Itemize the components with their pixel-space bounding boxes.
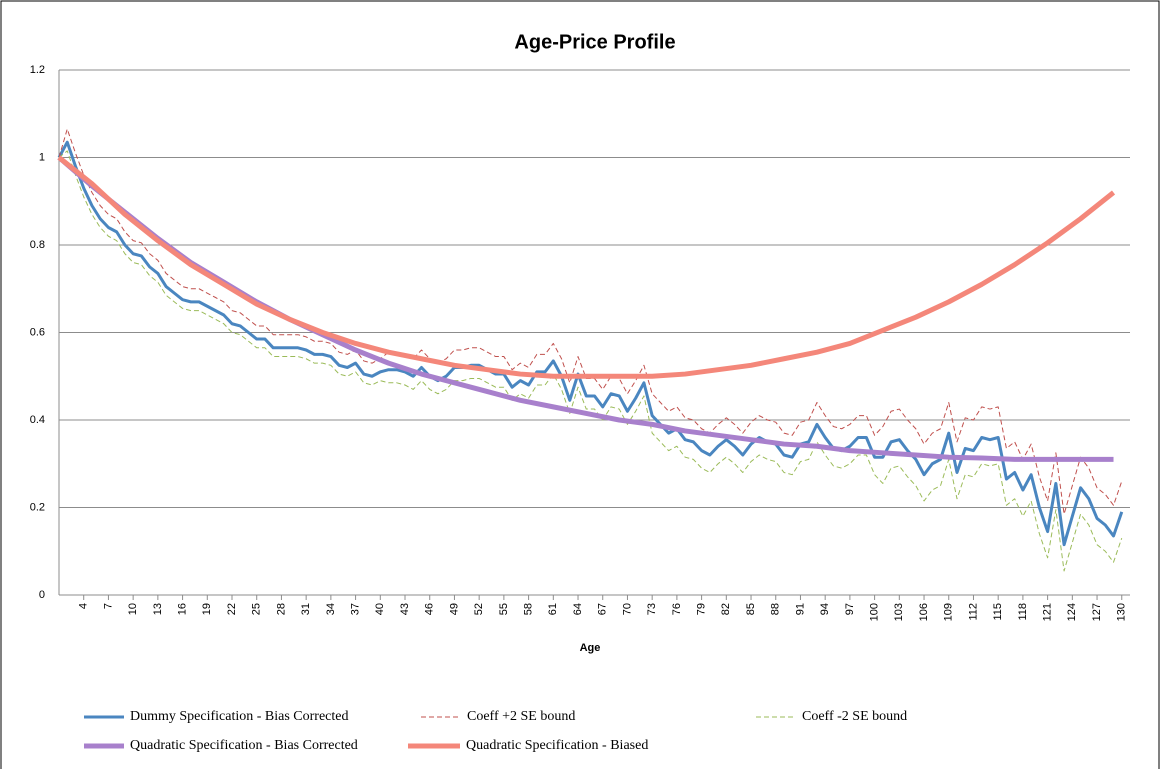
x-tick-label: 130 [1116,603,1128,621]
legend-label: Dummy Specification - Bias Corrected [130,709,349,724]
legend-label: Coeff +2 SE bound [467,709,575,724]
legend-label: Quadratic Specification - Bias Corrected [130,738,358,753]
legend-label: Quadratic Specification - Biased [466,738,648,753]
x-tick-label: 19 [201,603,213,615]
x-tick-label: 64 [572,603,584,615]
series-line [57,155,1116,379]
x-tick-label: 10 [127,603,139,615]
y-tick-label: 0.4 [30,414,45,426]
x-tick-label: 22 [226,603,238,615]
x-tick-label: 103 [893,603,905,621]
x-tick-label: 70 [621,603,633,615]
y-tick-label: 1.2 [30,64,45,76]
x-tick-label: 97 [844,603,856,615]
x-tick-label: 16 [176,603,188,615]
x-tick-label: 88 [770,603,782,615]
x-tick-label: 7 [102,603,114,609]
x-tick-label: 79 [696,603,708,615]
y-tick-label: 0.8 [30,239,45,251]
x-tick-label: 76 [671,603,683,615]
x-tick-label: 82 [720,603,732,615]
chart-title: Age-Price Profile [514,31,675,53]
legend-label: Coeff -2 SE bound [802,709,907,724]
x-tick-label: 115 [992,603,1004,621]
x-axis-title: Age [580,642,601,654]
x-tick-label: 28 [275,603,287,615]
x-tick-label: 109 [943,603,955,621]
series-line [57,140,1124,547]
y-tick-label: 0.6 [30,326,45,338]
series-line [58,150,1123,572]
x-tick-label: 31 [300,603,312,615]
x-tick-label: 49 [448,603,460,615]
y-tick-label: 0.2 [30,501,45,513]
x-tick-label: 46 [424,603,436,615]
x-tick-label: 61 [547,603,559,615]
x-tick-label: 94 [819,603,831,615]
x-tick-label: 73 [646,603,658,615]
x-tick-label: 52 [473,603,485,615]
x-tick-label: 121 [1042,603,1054,621]
x-tick-label: 118 [1017,603,1029,621]
x-tick-label: 43 [399,603,411,615]
x-tick-label: 85 [745,603,757,615]
x-tick-label: 100 [869,603,881,621]
x-tick-label: 124 [1066,603,1078,621]
x-tick-label: 4 [78,603,90,609]
y-tick-label: 1 [39,151,45,163]
x-tick-label: 112 [967,603,979,621]
x-tick-label: 67 [597,603,609,615]
x-tick-label: 25 [251,603,263,615]
x-tick-label: 34 [325,603,337,615]
x-tick-label: 40 [374,603,386,615]
x-tick-label: 91 [794,603,806,615]
x-tick-label: 127 [1091,603,1103,621]
x-tick-label: 58 [522,603,534,615]
x-tick-label: 106 [918,603,930,621]
y-tick-label: 0 [39,589,45,601]
x-tick-label: 13 [152,603,164,615]
x-tick-label: 55 [498,603,510,615]
x-tick-label: 37 [349,603,361,615]
